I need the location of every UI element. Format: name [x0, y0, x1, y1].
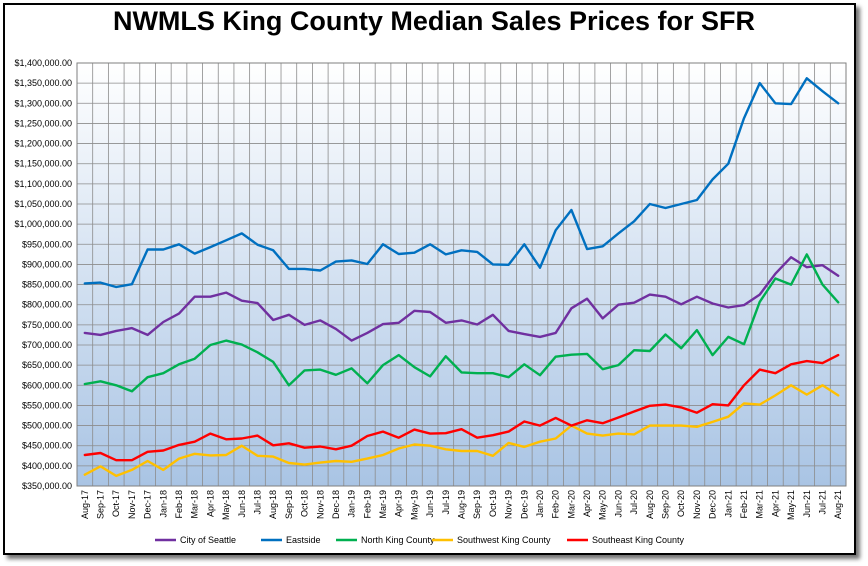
x-tick-label: Aug-21	[833, 490, 843, 519]
legend-label: Eastside	[286, 535, 321, 545]
x-tick-label: Dec-19	[519, 490, 529, 519]
y-tick-label: $1,050,000.00	[14, 199, 72, 209]
y-tick-label: $950,000.00	[22, 239, 72, 249]
x-tick-label: Apr-19	[394, 490, 404, 517]
x-tick-label: Mar-18	[190, 490, 200, 519]
y-tick-label: $1,250,000.00	[14, 118, 72, 128]
x-tick-label: Nov-20	[692, 490, 702, 519]
legend-label: City of Seattle	[180, 535, 236, 545]
x-tick-label: Dec-18	[331, 490, 341, 519]
legend-label: Southwest King County	[457, 535, 551, 545]
x-tick-label: Apr-20	[582, 490, 592, 517]
y-tick-label: $550,000.00	[22, 400, 72, 410]
x-tick-label: Aug-17	[80, 490, 90, 519]
x-tick-label: Mar-21	[755, 490, 765, 519]
x-tick-label: Jul-19	[441, 490, 451, 515]
y-tick-label: $1,000,000.00	[14, 219, 72, 229]
x-tick-label: Jan-18	[158, 490, 168, 518]
x-tick-label: Sep-20	[661, 490, 671, 519]
series-line-north-king-county	[83, 253, 840, 393]
x-tick-label: Feb-20	[551, 490, 561, 519]
plot-area	[77, 63, 846, 486]
x-tick-label: Sep-17	[96, 490, 106, 519]
x-axis: Aug-17 Sep-17 Oct-17 Nov-17 Dec-17 Jan-18 Feb-…	[80, 490, 843, 520]
y-tick-label: $1,300,000.00	[14, 98, 72, 108]
series-line-southwest-king-county	[83, 384, 840, 478]
y-tick-label: $1,400,000.00	[14, 58, 72, 68]
y-tick-label: $500,000.00	[22, 421, 72, 431]
x-tick-label: Jun-19	[425, 490, 435, 518]
grid-lines	[76, 62, 847, 487]
x-tick-label: May-20	[598, 490, 608, 520]
x-tick-label: Nov-18	[315, 490, 325, 519]
y-tick-label: $650,000.00	[22, 360, 72, 370]
y-tick-label: $1,150,000.00	[14, 159, 72, 169]
y-tick-label: $850,000.00	[22, 280, 72, 290]
y-tick-label: $900,000.00	[22, 259, 72, 269]
x-tick-label: May-21	[786, 490, 796, 520]
x-tick-label: Jan-20	[535, 490, 545, 518]
x-tick-label: Nov-19	[504, 490, 514, 519]
legend-label: North King County	[361, 535, 435, 545]
x-tick-label: Nov-17	[127, 490, 137, 519]
y-tick-label: $800,000.00	[22, 300, 72, 310]
x-tick-label: Oct-20	[676, 490, 686, 517]
x-tick-label: Sep-19	[472, 490, 482, 519]
x-tick-label: Jun-20	[613, 490, 623, 518]
x-tick-label: Oct-18	[300, 490, 310, 517]
y-tick-label: $600,000.00	[22, 380, 72, 390]
x-tick-label: Aug-19	[457, 490, 467, 519]
x-tick-label: Jul-20	[629, 490, 639, 515]
plot-border	[76, 62, 847, 487]
series-line-city-of-seattle	[83, 256, 840, 342]
x-tick-label: Jan-19	[347, 490, 357, 518]
x-tick-label: Jul-18	[252, 490, 262, 515]
x-tick-label: Jun-21	[802, 490, 812, 518]
y-tick-label: $1,200,000.00	[14, 139, 72, 149]
x-tick-label: Mar-19	[378, 490, 388, 519]
x-tick-label: Jun-18	[237, 490, 247, 518]
y-axis: $350,000.00 $400,000.00 $450,000.00 $500,00…	[14, 58, 72, 491]
series-lines	[83, 77, 840, 478]
y-tick-label: $700,000.00	[22, 340, 72, 350]
x-tick-label: Jul-21	[817, 490, 827, 515]
x-tick-label: Apr-21	[770, 490, 780, 517]
x-tick-label: Feb-18	[174, 490, 184, 519]
x-tick-label: Mar-20	[566, 490, 576, 519]
y-tick-label: $400,000.00	[22, 461, 72, 471]
x-tick-label: Dec-17	[143, 490, 153, 519]
series-line-southeast-king-county	[83, 353, 840, 462]
y-tick-label: $1,100,000.00	[14, 179, 72, 189]
y-tick-label: $750,000.00	[22, 320, 72, 330]
x-tick-label: Oct-17	[111, 490, 121, 517]
x-tick-label: Aug-20	[645, 490, 655, 519]
legend-label: Southeast King County	[592, 535, 685, 545]
series-line-eastside	[83, 77, 840, 289]
y-tick-label: $450,000.00	[22, 441, 72, 451]
x-tick-label: Feb-21	[739, 490, 749, 519]
y-tick-label: $350,000.00	[22, 481, 72, 491]
x-tick-label: Apr-18	[205, 490, 215, 517]
x-tick-label: Jan-21	[723, 490, 733, 518]
x-tick-label: May-19	[409, 490, 419, 520]
x-tick-label: Feb-19	[362, 490, 372, 519]
y-tick-label: $1,350,000.00	[14, 78, 72, 88]
x-tick-label: May-18	[221, 490, 231, 520]
x-tick-label: Oct-19	[488, 490, 498, 517]
legend: City of Seattle Eastside North King County…	[155, 535, 685, 545]
x-tick-label: Dec-20	[708, 490, 718, 519]
x-tick-label: Sep-18	[284, 490, 294, 519]
chart-title: NWMLS King County Median Sales Prices fo…	[112, 6, 756, 36]
x-tick-label: Aug-18	[268, 490, 278, 519]
